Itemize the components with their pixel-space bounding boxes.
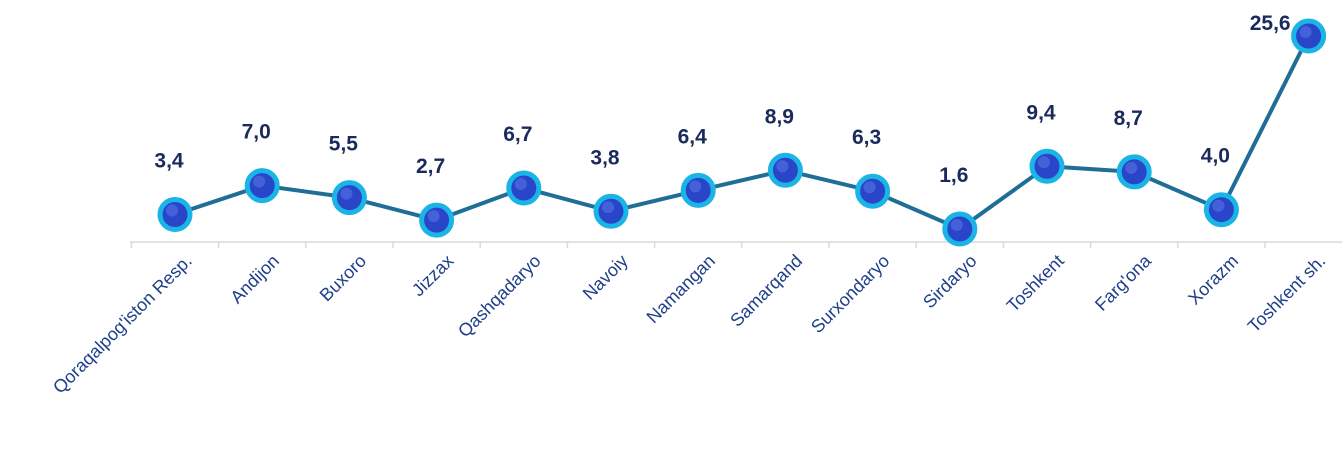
- data-point-highlight: [253, 175, 266, 188]
- data-point-highlight: [950, 219, 963, 231]
- x-tick-label: Surxondaryo: [807, 251, 893, 337]
- x-tick-label: Buxoro: [316, 251, 370, 305]
- x-tick-label: Jizzax: [408, 251, 458, 301]
- data-point-highlight: [1299, 26, 1312, 38]
- x-tick-label: Farg'ona: [1091, 250, 1156, 315]
- data-point-highlight: [863, 181, 876, 194]
- data-point-highlight: [1038, 156, 1050, 169]
- x-tick-label: Qoraqalpog'iston Resp.: [49, 251, 196, 398]
- data-label: 5,5: [329, 133, 359, 156]
- data-label: 25,6: [1250, 12, 1291, 35]
- data-label: 3,4: [154, 150, 184, 173]
- x-tick-labels: Qoraqalpog'iston Resp. Andijon Buxoro Jizza…: [49, 250, 1329, 397]
- data-point-highlight: [514, 177, 527, 190]
- x-tick-label: Navoiy: [579, 251, 632, 304]
- data-label: 8,9: [765, 105, 794, 128]
- data-point-highlight: [776, 160, 789, 173]
- x-tick-label: Qashqadaryo: [454, 251, 545, 342]
- data-point-highlight: [602, 201, 614, 214]
- data-point-highlight: [1212, 199, 1225, 212]
- x-tick-label: Andijon: [226, 251, 283, 308]
- data-label: 9,4: [1026, 101, 1056, 124]
- data-label: 6,3: [852, 126, 881, 149]
- x-tick-label: Toshkent sh.: [1244, 251, 1330, 337]
- data-label: 8,7: [1114, 107, 1143, 130]
- data-label: 2,7: [416, 155, 445, 178]
- x-tick-marks: [130, 242, 1266, 248]
- data-label: 6,4: [678, 125, 708, 148]
- data-label: 1,6: [939, 164, 968, 187]
- data-label: 3,8: [590, 146, 620, 169]
- data-label: 7,0: [242, 121, 271, 144]
- data-point-highlight: [1125, 161, 1138, 174]
- data-point-highlight: [427, 210, 440, 223]
- data-markers: [157, 18, 1327, 247]
- data-label: 6,7: [503, 123, 532, 146]
- x-tick-label: Toshkent: [1003, 251, 1068, 316]
- x-tick-label: Namangan: [643, 251, 719, 327]
- x-tick-label: Sirdaryo: [919, 251, 981, 313]
- x-tick-label: Xorazm: [1184, 251, 1242, 309]
- data-label: 4,0: [1201, 145, 1230, 168]
- data-point-highlight: [340, 187, 353, 200]
- data-point-highlight: [689, 180, 702, 193]
- data-labels: 3,4 7,0 5,5 2,7 6,7 3,8 6,4 8,9 6,3 1,6 9,4 8,7 4,0 2…: [154, 12, 1290, 187]
- x-tick-label: Samarqand: [726, 251, 806, 331]
- data-point-highlight: [166, 204, 178, 217]
